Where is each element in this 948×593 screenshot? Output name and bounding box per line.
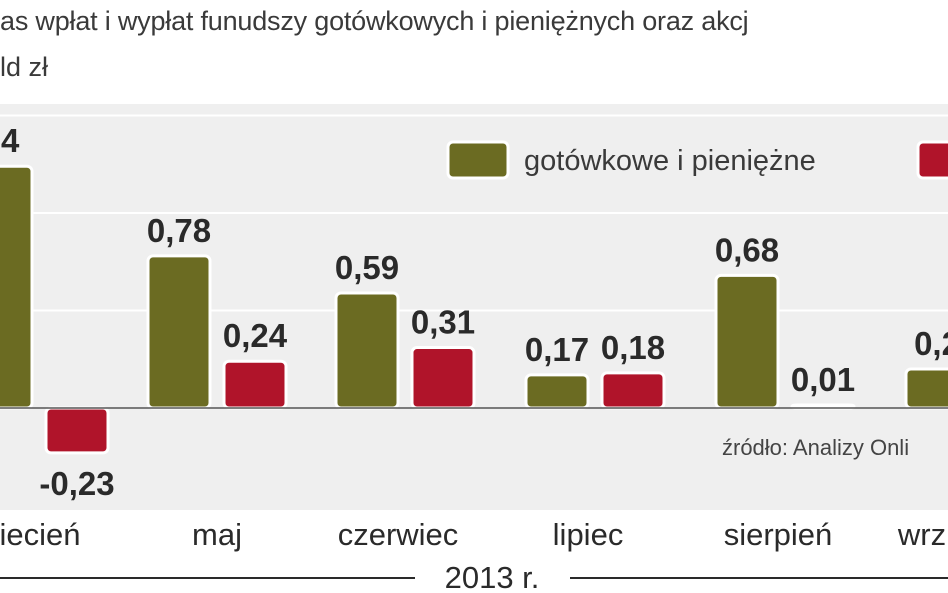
bar-1-4 <box>714 273 780 410</box>
category-labels: iecień maj czerwiec lipiec sierpień wrz <box>0 517 946 552</box>
source-note: źródło: Analizy Onli <box>722 435 909 460</box>
value-label: 0,01 <box>791 361 855 398</box>
category-label: sierpień <box>724 517 833 552</box>
bars <box>0 164 948 455</box>
value-label: 24 <box>0 122 20 159</box>
chart-title: as wpłat i wypłat funudszy gotówkowych i… <box>0 6 749 36</box>
value-label: 0,18 <box>601 329 665 366</box>
legend: gotówkowe i pieniężne <box>446 140 948 180</box>
value-label: 0,24 <box>223 317 288 354</box>
value-label: 0,68 <box>715 231 779 268</box>
chart-unit-label: ld zł <box>0 52 49 82</box>
value-label: 0,59 <box>335 249 399 286</box>
value-label: 0,17 <box>525 331 589 368</box>
category-label: wrz <box>897 517 946 552</box>
value-labels: 24 0,78 0,59 0,17 0,68 0,2 -0,23 0,24 0,31 0,18 0,… <box>0 122 948 502</box>
value-label: 0,78 <box>147 212 211 249</box>
period-label: 2013 r. <box>445 560 540 593</box>
category-label: lipiec <box>553 517 624 552</box>
category-label: iecień <box>0 517 81 552</box>
value-label: 0,31 <box>411 304 475 341</box>
legend-swatch-series2 <box>916 140 948 180</box>
bar-2-0 <box>44 406 110 455</box>
bar-1-1 <box>146 254 212 410</box>
bar-1-2 <box>334 291 400 410</box>
category-label: maj <box>192 517 242 552</box>
bar-2-1 <box>222 359 288 410</box>
bar-2-2 <box>410 346 476 410</box>
bar-1-3 <box>524 373 590 410</box>
bar-1-0 <box>0 164 34 410</box>
bar-1-5 <box>904 367 948 410</box>
bar-2-3 <box>600 371 666 410</box>
legend-label-series1: gotówkowe i pieniężne <box>524 145 816 177</box>
value-label: -0,23 <box>39 465 114 502</box>
value-label: 0,2 <box>914 325 948 362</box>
legend-swatch-series1 <box>446 140 510 180</box>
category-label: czerwiec <box>338 517 459 552</box>
